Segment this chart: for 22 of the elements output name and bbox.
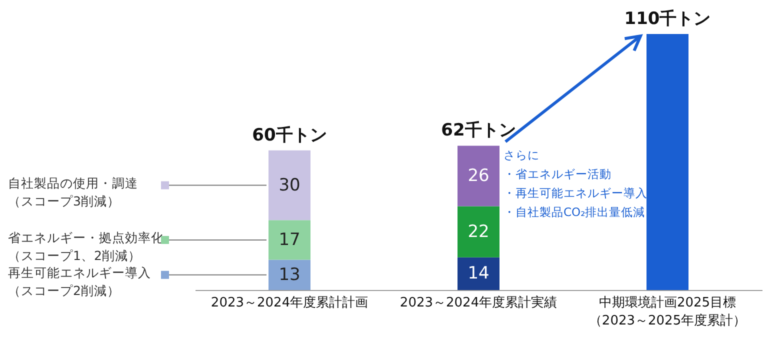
annotation: さらに・省エネルギー活動・再生可能エネルギー導入・自社製品CO₂排出量低減 [504, 148, 648, 219]
bar [458, 146, 500, 206]
bar [646, 34, 688, 290]
data-label: 13 [278, 264, 300, 285]
bar [268, 260, 310, 290]
x-tick-label: 2023～2024年度累計計画 [210, 294, 368, 310]
bar [458, 257, 500, 290]
data-label: 17 [278, 230, 300, 250]
data-label: 14 [468, 264, 490, 284]
legend-label: 再生可能エネルギー導入（スコープ2削減） [8, 264, 151, 298]
data-label: 22 [468, 222, 490, 242]
total-label: 62千トン [441, 120, 516, 141]
bar [458, 206, 500, 258]
legend-label: 自社製品の使用・調達（スコープ3削減） [8, 175, 138, 208]
x-tick-label: 2023～2024年度累計実績 [400, 294, 558, 310]
data-label: 30 [278, 175, 300, 196]
bar [268, 150, 310, 220]
total-label: 110千トン [624, 9, 711, 29]
bar [268, 220, 310, 260]
x-tick-label: 中期環境計画2025目標（2023～2025年度累計） [588, 294, 746, 328]
total-label: 60千トン [252, 125, 327, 146]
data-label: 26 [468, 166, 490, 186]
